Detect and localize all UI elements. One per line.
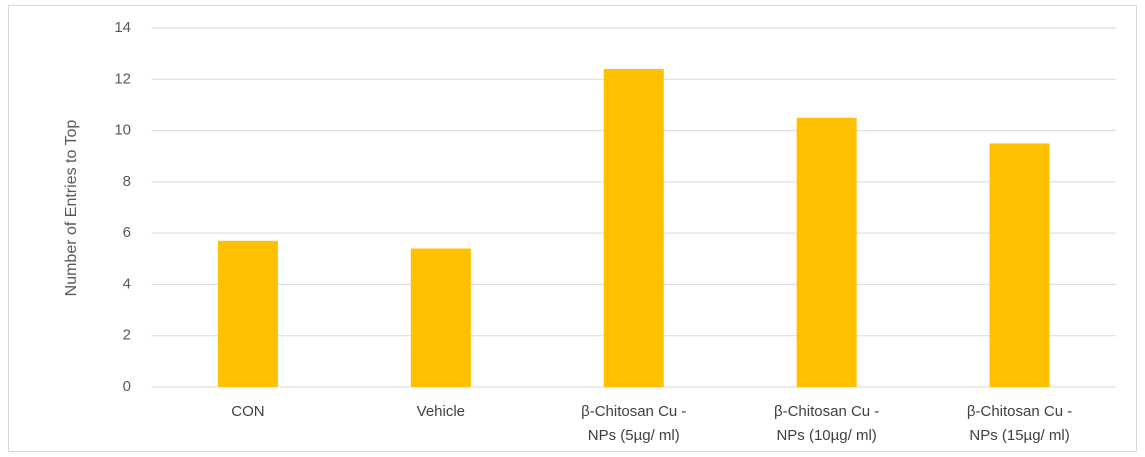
y-tick-label: 10 (114, 122, 131, 139)
bar (796, 117, 857, 387)
bar (410, 248, 471, 387)
chart-border (8, 5, 1137, 452)
y-tick-label: 14 (114, 19, 131, 36)
y-tick-label: 6 (123, 224, 131, 241)
bar (603, 69, 664, 388)
y-tick-label: 4 (123, 275, 131, 292)
y-tick-label: 8 (123, 173, 131, 190)
x-tick-label: β-Chitosan Cu - NPs (10µg/ ml) (773, 403, 880, 444)
x-tick-label: CON (231, 403, 265, 420)
x-tick-label: β-Chitosan Cu - NPs (5µg/ ml) (581, 403, 687, 444)
y-tick-label: 2 (123, 327, 131, 344)
x-tick-label: β-Chitosan Cu - NPs (15µg/ ml) (966, 403, 1073, 444)
bar (217, 240, 278, 387)
bar (989, 143, 1050, 387)
y-axis-title: Number of Entries to Top (63, 120, 80, 297)
y-tick-label: 0 (123, 378, 131, 395)
x-tick-label: Vehicle (416, 403, 466, 420)
y-tick-label: 12 (114, 70, 131, 87)
